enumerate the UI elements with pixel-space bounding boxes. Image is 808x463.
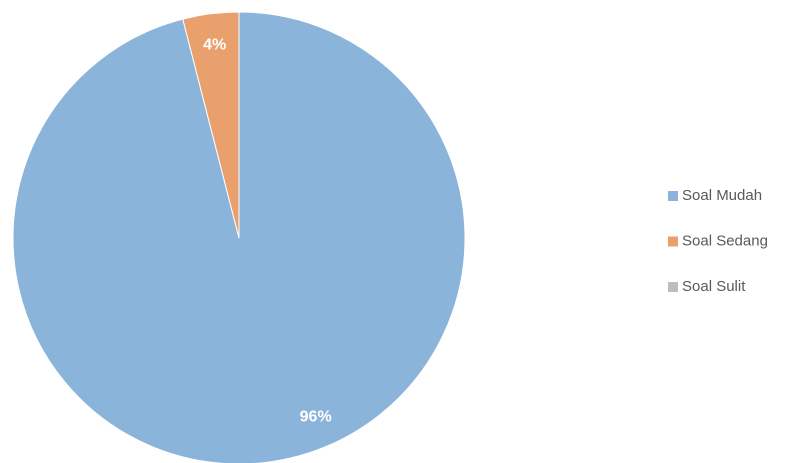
data-label: 96% [300,409,332,426]
pie-slice [182,11,240,239]
legend-label: Soal Sedang [682,232,768,249]
data-label: 4% [203,36,226,53]
pie-slice [12,11,466,463]
legend-label: Soal Mudah [682,187,762,204]
legend-swatch [668,236,678,247]
legend-label: Soal Sulit [682,278,746,295]
legend-swatch [668,191,678,201]
legend-swatch [668,282,678,292]
